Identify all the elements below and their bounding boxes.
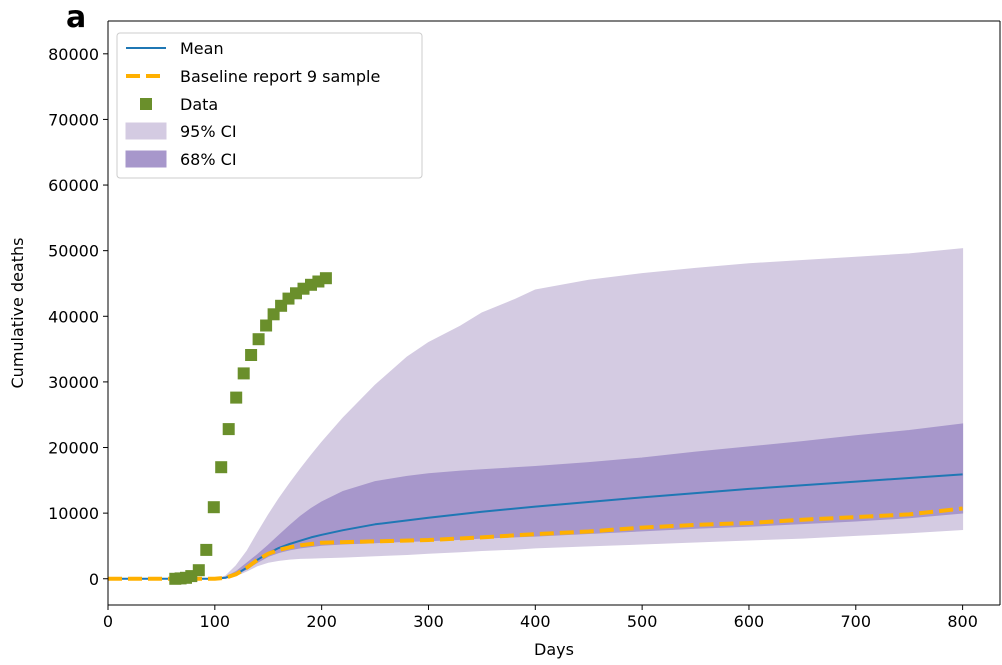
y-axis-label: Cumulative deaths [8, 238, 27, 389]
data-point [245, 349, 258, 361]
x-tick-label: 600 [734, 612, 765, 631]
legend-label: Mean [180, 39, 224, 58]
panel-label: a [66, 0, 87, 35]
x-tick-label: 400 [520, 612, 551, 631]
y-tick-label: 70000 [48, 110, 99, 129]
y-tick-label: 40000 [48, 307, 99, 326]
legend-box [116, 32, 423, 179]
y-tick-label: 0 [89, 570, 99, 589]
y-tick-label: 50000 [48, 242, 99, 261]
data-point [237, 367, 250, 380]
y-tick-label: 60000 [48, 176, 99, 195]
y-tick-label: 10000 [48, 504, 99, 523]
legend-ci-swatch [125, 150, 167, 168]
y-tick-label: 80000 [48, 45, 99, 64]
x-tick-label: 800 [947, 612, 978, 631]
x-tick-label: 500 [627, 612, 658, 631]
data-point [192, 564, 205, 577]
data-point [252, 333, 265, 346]
legend: Mean Baseline report 9 sample Data 95% CI 68… [116, 32, 423, 179]
legend-label: Baseline report 9 sample [180, 67, 380, 86]
ci68-band [108, 423, 964, 580]
x-tick-label: 300 [413, 612, 444, 631]
legend-data-swatch [140, 98, 152, 110]
x-tick-label: 0 [103, 612, 113, 631]
data-point [222, 423, 235, 436]
x-tick-label: 700 [841, 612, 872, 631]
data-point [207, 501, 220, 514]
x-tick-label: 200 [306, 612, 337, 631]
data-point [260, 319, 273, 332]
data-point [215, 461, 228, 474]
legend-label: 95% CI [180, 122, 237, 141]
data-point [200, 543, 213, 556]
data-point [319, 272, 332, 285]
legend-label: 68% CI [180, 150, 237, 169]
y-tick-label: 30000 [48, 373, 99, 392]
legend-ci-swatch [125, 122, 167, 140]
data-point [230, 391, 243, 404]
baseline-line [108, 506, 963, 581]
x-axis-label: Days [534, 640, 574, 659]
legend-label: Data [180, 95, 218, 114]
y-tick-label: 20000 [48, 439, 99, 458]
data-points [169, 272, 332, 585]
x-tick-label: 100 [200, 612, 231, 631]
